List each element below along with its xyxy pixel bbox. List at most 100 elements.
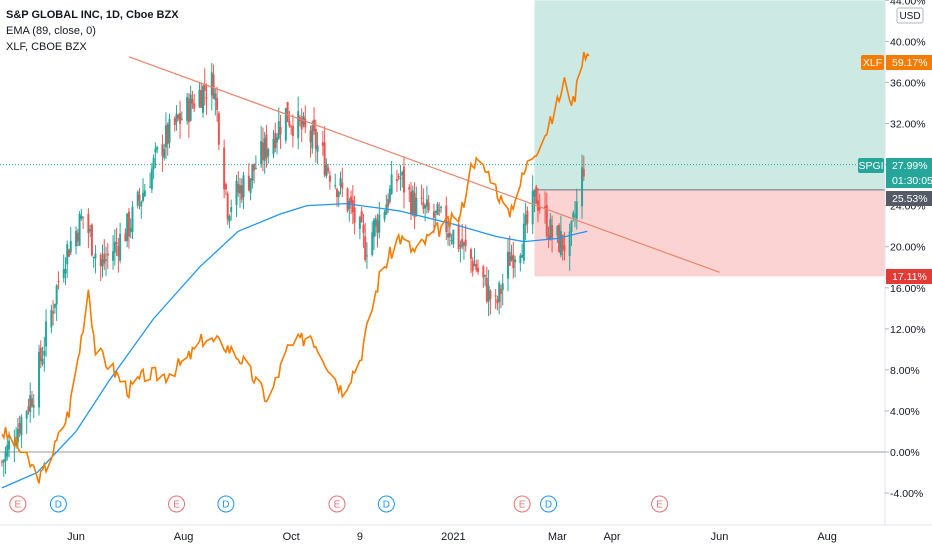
candle-up xyxy=(440,207,442,209)
dividend-event-marker[interactable]: D xyxy=(377,495,395,513)
candle-up xyxy=(297,111,300,139)
candle-down xyxy=(512,254,515,269)
candle-up xyxy=(311,125,314,149)
candle-down xyxy=(362,224,365,233)
candle-up xyxy=(29,395,32,413)
candle-up xyxy=(383,211,386,220)
candle-down xyxy=(561,234,564,250)
candle-up xyxy=(15,442,18,446)
event-label: E xyxy=(656,500,663,511)
candle-up xyxy=(501,283,504,291)
event-circle xyxy=(540,495,558,513)
candle-down xyxy=(166,124,169,145)
candle-down xyxy=(410,191,413,215)
y-tick-label: 4.00% xyxy=(890,406,920,418)
candle-down xyxy=(328,175,331,182)
candle-up xyxy=(20,416,23,436)
candle-down xyxy=(427,202,430,211)
candle-up xyxy=(415,197,418,215)
candle-down xyxy=(432,211,435,218)
candle-down xyxy=(193,103,196,109)
candle-up xyxy=(175,113,178,123)
earnings-event-marker[interactable]: E xyxy=(9,495,27,513)
candle-down xyxy=(364,236,367,260)
candle-down xyxy=(247,175,250,191)
ema-legend[interactable]: EMA (89, close, 0) xyxy=(6,25,96,37)
entry-value-text: 25.53% xyxy=(892,193,928,205)
candle-down xyxy=(52,311,55,314)
spgi-name-tag xyxy=(858,158,884,173)
candle-up xyxy=(8,440,11,450)
candle-down xyxy=(173,118,176,126)
candle-up xyxy=(284,108,287,141)
candle-up xyxy=(92,257,95,259)
earnings-event-marker[interactable]: E xyxy=(513,495,531,513)
dividend-event-marker[interactable]: D xyxy=(540,495,558,513)
candle-down xyxy=(87,213,90,233)
earnings-event-marker[interactable]: E xyxy=(651,495,669,513)
candle-up xyxy=(64,268,67,274)
candle-up xyxy=(337,191,340,197)
x-tick-label: Apr xyxy=(603,531,620,543)
candle-down xyxy=(526,210,529,224)
xlf-name-text: XLF xyxy=(863,57,882,69)
candle-up xyxy=(201,86,204,113)
candle-up xyxy=(424,205,427,209)
candle-up xyxy=(519,255,522,263)
candle-up xyxy=(374,218,377,227)
candle-up xyxy=(119,233,122,261)
candle-up xyxy=(131,206,134,233)
xlf-line xyxy=(1,51,590,484)
earnings-event-marker[interactable]: E xyxy=(168,495,186,513)
candle-up xyxy=(358,217,361,229)
candle-up xyxy=(401,171,404,176)
earnings-event-marker[interactable]: E xyxy=(328,495,346,513)
candle-up xyxy=(16,428,19,443)
y-tick-label: 40.00% xyxy=(890,36,926,48)
candle-up xyxy=(556,226,559,236)
x-tick-label: Aug xyxy=(174,531,194,543)
y-tick-label: 20.00% xyxy=(890,242,926,254)
xlf-name-tag xyxy=(861,55,884,70)
series-lines xyxy=(1,51,720,489)
candle-up xyxy=(156,147,159,150)
candle-up xyxy=(136,191,139,206)
candle-down xyxy=(544,206,547,209)
dividend-event-marker[interactable]: D xyxy=(217,495,235,513)
candle-down xyxy=(538,206,541,210)
profit-zone xyxy=(534,0,885,190)
spgi-value-text: 27.99% xyxy=(892,160,928,172)
candle-up xyxy=(348,201,351,209)
candle-up xyxy=(142,193,145,201)
candle-down xyxy=(237,184,240,193)
y-tick-label: 0.00% xyxy=(890,447,920,459)
candle-down xyxy=(457,224,460,250)
compare-legend[interactable]: XLF, CBOE BZX xyxy=(6,41,87,53)
candle-up xyxy=(189,94,192,121)
candle-down xyxy=(279,127,282,135)
y-tick-label: 44.00% xyxy=(890,0,926,7)
candle-down xyxy=(124,233,127,242)
candle-down xyxy=(90,224,93,256)
trend-line xyxy=(128,56,720,273)
candle-down xyxy=(395,179,398,182)
candle-down xyxy=(309,130,312,143)
y-tick-label: 32.00% xyxy=(890,119,926,131)
candle-down xyxy=(191,98,194,104)
candle-up xyxy=(549,219,552,240)
candle-up xyxy=(277,121,280,139)
candle-up xyxy=(434,210,437,213)
candle-up xyxy=(459,244,462,247)
candle-down xyxy=(240,185,243,200)
candle-down xyxy=(205,97,208,99)
candle-down xyxy=(212,74,215,99)
candle-up xyxy=(43,350,46,356)
candle-down xyxy=(226,193,229,220)
candle-up xyxy=(521,255,524,258)
symbol-title[interactable]: S&P GLOBAL INC, 1D, Cboe BZX xyxy=(6,9,179,21)
candle-down xyxy=(288,121,291,126)
candle-up xyxy=(112,251,115,261)
dividend-event-marker[interactable]: D xyxy=(49,495,67,513)
